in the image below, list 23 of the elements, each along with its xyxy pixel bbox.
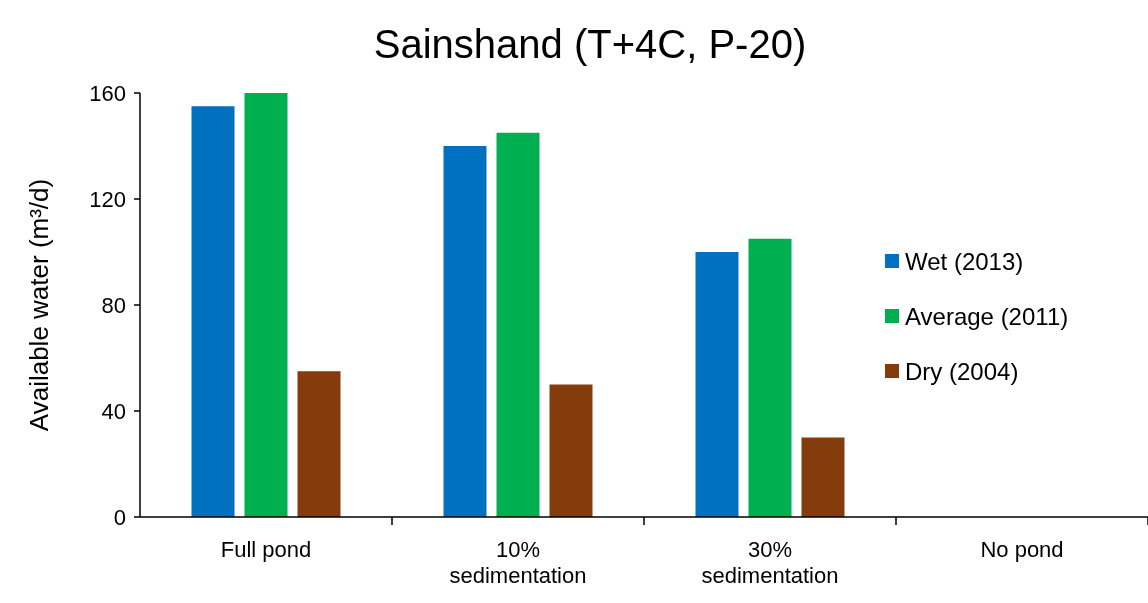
bar — [748, 238, 792, 517]
y-tick-label: 120 — [89, 186, 126, 212]
x-tick-label: No pond — [980, 537, 1064, 562]
x-tick-label: 10% sedimentation — [449, 537, 587, 588]
legend-label: Wet (2013) — [905, 248, 1024, 276]
legend-label: Dry (2004) — [905, 358, 1019, 386]
y-tick-label: 40 — [101, 398, 126, 424]
bar — [191, 106, 235, 517]
bar — [443, 146, 487, 517]
legend-label: Average (2011) — [905, 303, 1069, 331]
x-tick-label: Full pond — [220, 537, 312, 562]
chart-title: Sainshand (T+4C, P-20) — [373, 22, 807, 66]
y-tick-label: 0 — [113, 504, 126, 530]
bar — [496, 132, 540, 517]
y-axis-title: Available water (m³/d) — [24, 178, 54, 432]
y-tick-label: 160 — [89, 80, 126, 106]
bar — [549, 384, 593, 517]
bar — [244, 93, 288, 517]
y-tick-label: 80 — [101, 292, 126, 318]
bar — [801, 437, 845, 517]
bar — [297, 371, 341, 517]
bar — [695, 252, 739, 517]
x-tick-label: 30% sedimentation — [701, 537, 839, 588]
